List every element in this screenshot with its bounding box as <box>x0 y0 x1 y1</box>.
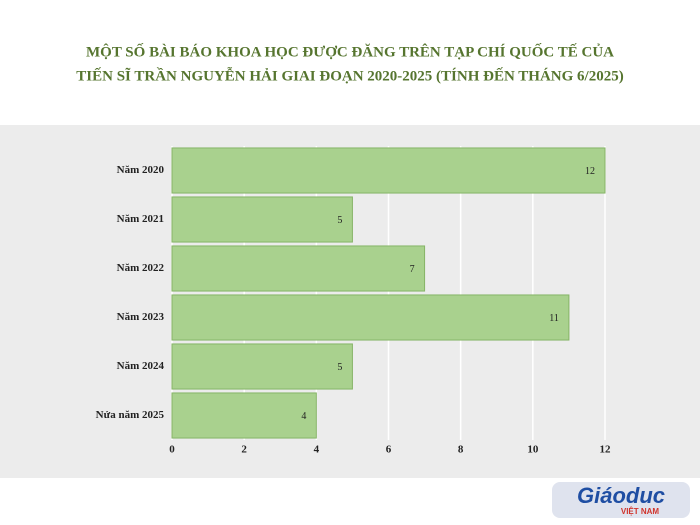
y-tick-label: Nửa năm 2025 <box>96 409 165 421</box>
data-label: 5 <box>337 362 342 373</box>
x-tick-label: 12 <box>600 444 612 456</box>
bar <box>171 392 317 439</box>
y-tick-label: Năm 2021 <box>117 213 164 225</box>
x-tick-label: 8 <box>458 444 464 456</box>
chart-title: MỘT SỐ BÀI BÁO KHOA HỌC ĐƯỢC ĐĂNG TRÊN T… <box>86 42 614 60</box>
x-tick-label: 6 <box>386 444 392 456</box>
x-tick-label: 0 <box>169 444 175 456</box>
logo-subtext: VIỆT NAM <box>621 507 660 516</box>
data-label: 12 <box>585 166 595 177</box>
data-label: 7 <box>410 264 415 275</box>
bar <box>171 343 353 390</box>
logo: Giáoduc VIỆT NAM <box>552 482 690 518</box>
bar <box>171 294 570 341</box>
data-label: 11 <box>549 313 559 324</box>
logo-box <box>552 482 690 518</box>
bar <box>171 147 606 194</box>
y-tick-label: Năm 2024 <box>117 360 165 372</box>
x-tick-label: 4 <box>314 444 320 456</box>
x-tick-label: 2 <box>241 444 247 456</box>
bar <box>171 196 353 243</box>
data-label: 4 <box>301 411 306 422</box>
chart-title: TIẾN SĨ TRẦN NGUYỄN HẢI GIAI ĐOẠN 2020-2… <box>76 66 623 84</box>
y-tick-label: Năm 2022 <box>117 262 165 274</box>
x-tick-label: 10 <box>527 444 539 456</box>
data-label: 5 <box>337 215 342 226</box>
bar <box>171 245 426 292</box>
logo-text: Giáoduc <box>577 483 665 508</box>
y-tick-label: Năm 2020 <box>117 164 165 176</box>
y-tick-label: Năm 2023 <box>117 311 165 323</box>
